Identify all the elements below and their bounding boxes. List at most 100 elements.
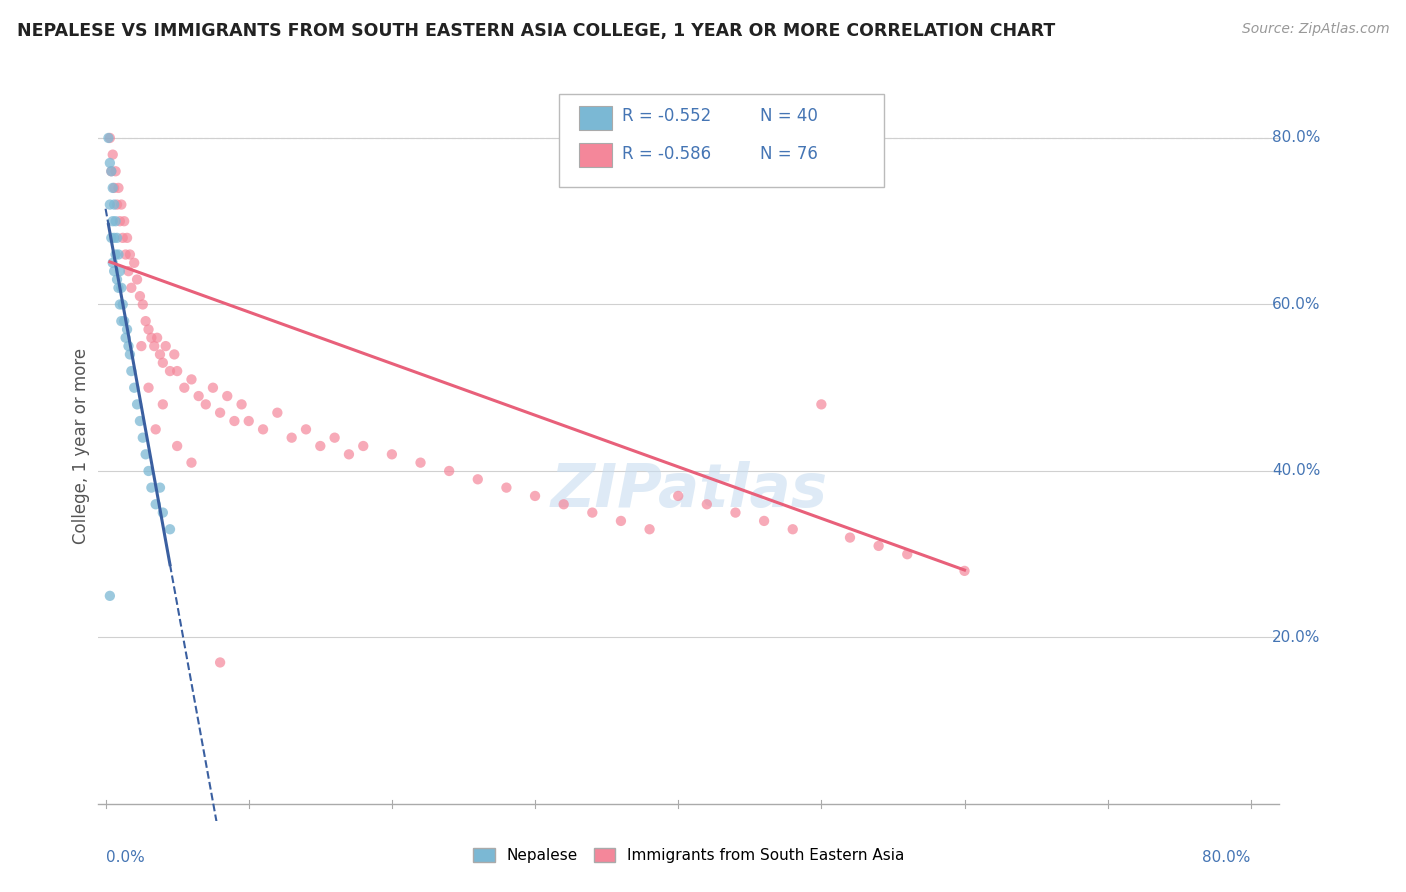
Point [201, 381, 224, 395]
Point [120, 281, 142, 295]
Point [138, 381, 160, 395]
Point [103, 231, 125, 245]
Text: N = 40: N = 40 [759, 107, 818, 125]
Point [309, 439, 332, 453]
Point [104, 164, 127, 178]
Point [143, 339, 166, 353]
Text: ZIPatlas: ZIPatlas [550, 461, 828, 520]
Point [135, 314, 157, 328]
Point [696, 497, 718, 511]
FancyBboxPatch shape [579, 106, 612, 130]
Point [104, 247, 127, 261]
Point [217, 389, 239, 403]
Point [149, 347, 172, 361]
Point [110, 281, 132, 295]
Point [238, 414, 260, 428]
Text: 0.0%: 0.0% [105, 850, 145, 864]
Point [141, 331, 163, 345]
Point [159, 364, 181, 378]
Point [101, 256, 124, 270]
Point [105, 197, 128, 211]
Text: 80.0%: 80.0% [1202, 850, 1251, 864]
Point [132, 431, 155, 445]
Y-axis label: College, 1 year or more: College, 1 year or more [72, 348, 90, 544]
Point [146, 331, 169, 345]
Legend: Nepalese, Immigrants from South Eastern Asia: Nepalese, Immigrants from South Eastern … [467, 841, 911, 869]
Point [437, 464, 460, 478]
Point [868, 539, 890, 553]
Point [100, 164, 122, 178]
Point [105, 231, 128, 245]
Point [98, 131, 121, 145]
Point [110, 197, 132, 211]
Point [163, 347, 186, 361]
Point [337, 447, 360, 461]
Point [409, 456, 432, 470]
Point [194, 397, 217, 411]
Point [122, 256, 145, 270]
Point [112, 314, 135, 328]
Point [120, 364, 142, 378]
Point [724, 506, 747, 520]
Point [111, 297, 134, 311]
Point [209, 656, 232, 670]
Text: 20.0%: 20.0% [1272, 630, 1320, 645]
Point [782, 522, 804, 536]
Point [495, 481, 517, 495]
Point [152, 356, 174, 370]
Point [118, 347, 141, 361]
Point [110, 314, 132, 328]
Point [145, 497, 167, 511]
Point [231, 397, 253, 411]
Point [129, 414, 152, 428]
Point [98, 156, 121, 170]
Point [107, 281, 129, 295]
Point [252, 422, 274, 436]
Point [107, 247, 129, 261]
FancyBboxPatch shape [579, 144, 612, 168]
Text: R = -0.586: R = -0.586 [621, 145, 711, 162]
Point [118, 247, 141, 261]
Point [166, 439, 188, 453]
Point [100, 164, 122, 178]
Point [131, 339, 153, 353]
Point [553, 497, 575, 511]
Point [352, 439, 374, 453]
Point [125, 272, 148, 286]
Point [117, 339, 139, 353]
Point [209, 406, 232, 420]
Text: N = 76: N = 76 [759, 145, 818, 162]
Point [752, 514, 775, 528]
Point [166, 364, 188, 378]
Text: Source: ZipAtlas.com: Source: ZipAtlas.com [1241, 22, 1389, 37]
Point [467, 472, 489, 486]
Point [323, 431, 346, 445]
Point [152, 506, 174, 520]
Point [610, 514, 633, 528]
Point [145, 422, 167, 436]
Point [810, 397, 832, 411]
Point [839, 531, 862, 545]
Point [155, 339, 177, 353]
Point [138, 464, 160, 478]
Point [114, 247, 136, 261]
Point [111, 231, 134, 245]
Point [896, 547, 918, 561]
Text: 80.0%: 80.0% [1272, 130, 1320, 145]
Point [125, 397, 148, 411]
Point [101, 181, 124, 195]
Text: 40.0%: 40.0% [1272, 464, 1320, 478]
Point [114, 331, 136, 345]
Point [100, 231, 122, 245]
Point [295, 422, 318, 436]
Point [108, 297, 131, 311]
Point [135, 447, 157, 461]
Point [117, 264, 139, 278]
Point [666, 489, 689, 503]
Point [638, 522, 661, 536]
Point [381, 447, 404, 461]
Point [101, 147, 124, 161]
Point [101, 214, 124, 228]
FancyBboxPatch shape [560, 94, 884, 187]
Point [108, 264, 131, 278]
